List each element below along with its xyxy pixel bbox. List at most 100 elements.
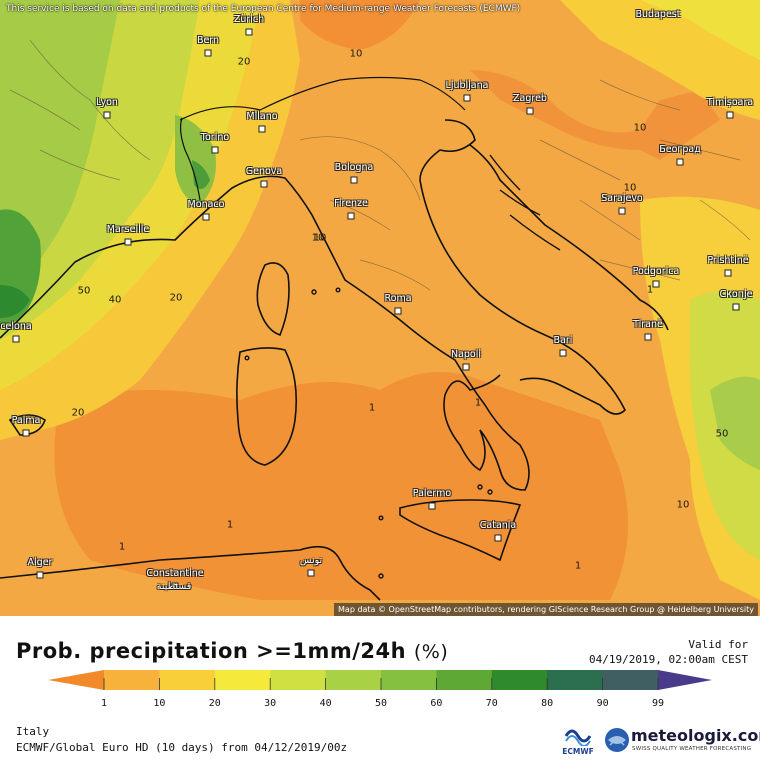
sicily-coast <box>399 499 522 562</box>
city-marker-napoli <box>462 363 470 371</box>
city-label-constantine_ar: قسنطينة <box>156 581 192 592</box>
field-50-greece <box>710 376 760 470</box>
contour-label: 1 <box>574 560 582 572</box>
city-marker-sarajevo <box>618 207 626 215</box>
contour-label: 20 <box>169 292 183 304</box>
color-legend <box>0 670 760 714</box>
contour-label: 50 <box>715 428 729 440</box>
legend-bar <box>48 670 712 690</box>
legend-segment <box>381 670 437 690</box>
contour-label: 10 <box>313 232 327 244</box>
legend-tick-label: 50 <box>374 698 388 709</box>
city-marker-marseille <box>124 238 132 246</box>
valid-time: Valid for 04/19/2019, 02:00am CEST <box>589 637 748 667</box>
city-label-monaco: Monaco <box>187 199 225 210</box>
field-1-sea <box>54 372 629 600</box>
city-marker-constantine <box>171 582 179 590</box>
contour-label: 1 <box>226 519 234 531</box>
corsica-coast <box>256 262 290 336</box>
city-marker-prishtine <box>724 269 732 277</box>
contour-label: 10 <box>633 122 647 134</box>
contour-label: 1 <box>368 402 376 414</box>
city-label-tunis: تونس <box>299 555 323 566</box>
map-attribution: Map data © OpenStreetMap contributors, r… <box>334 603 758 616</box>
city-label-bari: Bari <box>553 335 573 346</box>
city-marker-milano <box>258 125 266 133</box>
city-label-lyon: Lyon <box>96 97 118 108</box>
city-label-prishtine: Prishtinë <box>707 255 749 266</box>
ecmwf-logo-icon <box>564 729 592 747</box>
legend-segment <box>491 670 548 690</box>
legend-segment <box>104 670 160 690</box>
legend-segment <box>547 670 604 690</box>
ecmwf-logo-text: ECMWF <box>562 747 594 756</box>
contour-label: 1 <box>118 541 126 553</box>
city-marker-genova <box>260 180 268 188</box>
city-label-milano: Milano <box>246 111 278 122</box>
city-marker-beograd <box>676 158 684 166</box>
city-label-beograd: Београд <box>659 144 701 155</box>
legend-tick-label: 10 <box>153 698 166 709</box>
city-marker-lyon <box>103 111 111 119</box>
meteologix-globe-icon <box>605 728 629 752</box>
city-marker-palma <box>22 429 30 437</box>
city-label-ljubljana: Ljubljana <box>445 80 489 91</box>
island <box>487 489 493 495</box>
sardinia-coast <box>236 347 298 466</box>
legend-segment <box>436 670 493 690</box>
contour-label: 40 <box>108 294 122 306</box>
valid-date: 04/19/2019, 02:00am CEST <box>589 653 748 666</box>
island <box>378 573 384 579</box>
city-label-genova: Genova <box>245 166 283 177</box>
island <box>335 287 341 293</box>
legend-arrow-right <box>658 670 712 690</box>
brand-tagline: SWISS QUALITY WEATHER FORECASTING <box>632 746 752 752</box>
city-label-napoli: Napoli <box>450 349 482 360</box>
legend-segment <box>325 670 382 690</box>
ecmwf-logo: ECMWF <box>558 724 598 756</box>
city-marker-palermo <box>428 502 436 510</box>
city-label-bern: Bern <box>196 35 220 46</box>
city-marker-roma <box>394 307 402 315</box>
city-marker-alger <box>36 571 44 579</box>
city-marker-podgorica <box>652 280 660 288</box>
contour-label: 10 <box>676 499 690 511</box>
city-label-skopje: Скопје <box>719 289 753 300</box>
islands <box>244 154 561 579</box>
island <box>378 515 384 521</box>
contour-label: 1 <box>474 397 482 409</box>
city-label-sarajevo: Sarajevo <box>601 193 643 204</box>
contour-label: 20 <box>71 407 85 419</box>
legend-segment <box>159 670 216 690</box>
borders <box>9 39 751 291</box>
city-marker-monaco <box>202 213 210 221</box>
legend-tick-label: 70 <box>485 698 498 709</box>
legend-tick-label: 40 <box>319 698 332 709</box>
city-label-barcelona: celona <box>0 321 32 332</box>
legend-tick-label: 1 <box>100 698 108 709</box>
city-label-catania: Catania <box>479 520 517 531</box>
africa-coast <box>0 545 381 601</box>
balkan-coast <box>469 144 669 331</box>
contour-label: 10 <box>349 48 363 60</box>
ecmwf-disclaimer: This service is based on data and produc… <box>6 4 521 14</box>
island <box>311 289 317 295</box>
city-marker-bologna <box>350 176 358 184</box>
city-label-torino: Torino <box>200 132 230 143</box>
contour-label: 20 <box>237 56 251 68</box>
meteologix-logo[interactable]: meteologix.com SWISS QUALITY WEATHER FOR… <box>604 726 760 756</box>
legend-arrow-left <box>48 670 104 690</box>
city-label-alger: Alger <box>27 557 53 568</box>
field-1-north <box>300 0 420 50</box>
city-marker-firenze <box>347 212 355 220</box>
valid-label: Valid for <box>688 638 748 651</box>
city-marker-tunis <box>307 569 315 577</box>
forecast-map: This service is based on data and produc… <box>0 0 760 616</box>
legend-segment <box>214 670 271 690</box>
field-30-north <box>640 0 760 60</box>
city-label-podgorica: Podgorica <box>632 266 680 277</box>
contour-label: 10 <box>311 232 325 244</box>
city-marker-bern <box>204 49 212 57</box>
chart-title: Prob. precipitation >=1mm/24h (%) <box>16 639 448 663</box>
city-label-bologna: Bologna <box>334 162 374 173</box>
